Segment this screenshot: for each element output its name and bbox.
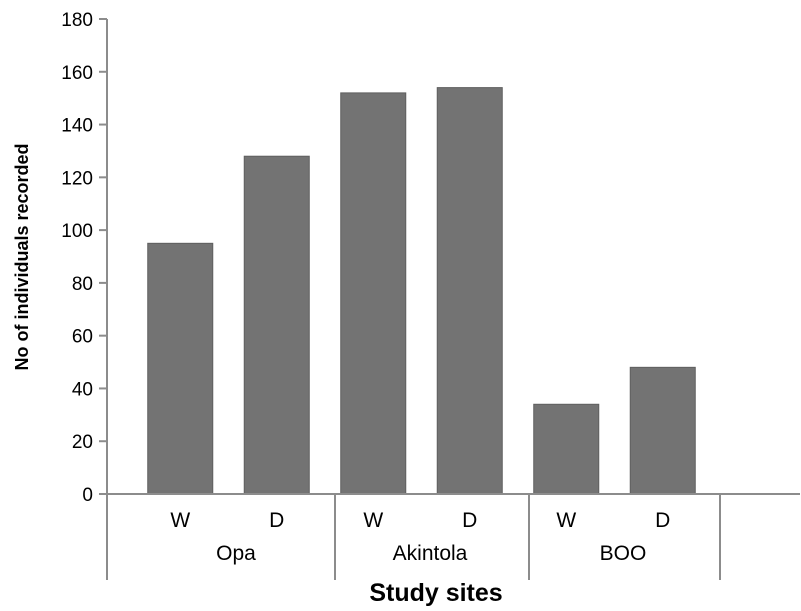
bar-boo-w [533, 403, 600, 495]
x-category-label: D [462, 509, 477, 532]
x-category-label: W [363, 509, 383, 532]
bar-boo-d [629, 366, 696, 495]
bar-opa-w [147, 242, 214, 495]
y-tick-label: 100 [61, 221, 93, 242]
y-tick-label: 180 [61, 10, 93, 31]
y-tick-label: 40 [72, 379, 93, 400]
x-category-label: W [170, 509, 190, 532]
y-tick-label: 120 [61, 168, 93, 189]
x-axis-title: Study sites [369, 579, 502, 607]
x-group-label: Akintola [393, 542, 468, 565]
y-tick-label: 80 [72, 274, 93, 295]
x-category-label: D [269, 509, 284, 532]
x-axis: W D W D W D Opa Akintola BOO [99, 493, 800, 580]
x-group-label: Opa [216, 542, 256, 565]
x-category-label: W [556, 509, 576, 532]
y-tick-label: 20 [72, 432, 93, 453]
y-axis-title: No of individuals recorded [12, 143, 32, 370]
bar-opa-d [243, 155, 310, 495]
bars [147, 87, 696, 495]
x-group-label: BOO [600, 542, 647, 565]
y-tick-label: 60 [72, 327, 93, 348]
y-axis: 0 20 40 60 80 100 120 140 160 180 [61, 10, 108, 510]
bar-akintola-w [340, 92, 407, 495]
y-tick-label: 140 [61, 116, 93, 137]
bar-akintola-d [436, 87, 503, 495]
y-tick-label: 160 [61, 63, 93, 84]
x-category-label: D [655, 509, 670, 532]
y-tick-label: 0 [82, 485, 93, 506]
